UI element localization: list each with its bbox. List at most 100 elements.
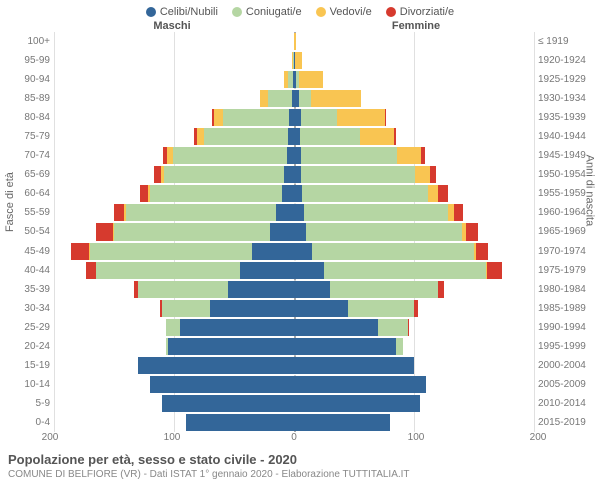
bar-segment [282,185,294,202]
birth-label: 1935-1939 [538,108,600,127]
bar-segment [385,109,386,126]
bar-female [294,414,390,431]
plot-area [54,32,534,432]
bar-segment [270,223,294,240]
y-axis-right-title: Anni di nascita [584,155,596,227]
bar-segment [138,281,228,298]
birth-label: ≤ 1919 [538,32,600,51]
table-row [54,375,534,394]
bar-female [294,185,448,202]
legend-label: Vedovi/e [330,6,372,18]
y-axis-left-title: Fasce di età [4,172,16,232]
legend-label: Divorziati/e [400,6,454,18]
age-label: 85-89 [0,89,50,108]
bar-male [260,90,294,107]
age-label: 15-19 [0,356,50,375]
bar-segment [276,204,294,221]
birth-label: 2005-2009 [538,375,600,394]
bar-segment [294,147,301,164]
bar-segment [150,185,282,202]
bar-segment [228,281,294,298]
bar-male [194,128,294,145]
table-row [54,261,534,280]
bar-segment [294,338,396,355]
table-row [54,299,534,318]
age-label: 25-29 [0,318,50,337]
birth-label: 2015-2019 [538,413,600,432]
bar-segment [294,376,426,393]
bar-segment [397,147,421,164]
bar-male [163,147,294,164]
bar-segment [324,262,486,279]
bar-segment [301,166,415,183]
x-axis: 2001000100200 [50,432,538,446]
bar-segment [378,319,408,336]
bar-segment [294,243,312,260]
bar-segment [438,185,448,202]
bar-segment [287,147,294,164]
bar-female [294,128,396,145]
bar-segment [299,71,323,88]
bar-segment [96,223,113,240]
bar-segment [454,204,464,221]
bar-segment [294,395,420,412]
pyramid-chart: Fasce di età Anni di nascita 100+95-9990… [0,32,600,432]
table-row [54,222,534,241]
legend-swatch [386,7,396,17]
birth-label: 2000-2004 [538,356,600,375]
bar-segment [162,300,210,317]
bar-male [166,319,294,336]
table-row [54,203,534,222]
bar-female [294,147,425,164]
table-row [54,318,534,337]
age-label: 70-74 [0,146,50,165]
table-row [54,242,534,261]
bar-segment [162,395,294,412]
grid-line [534,32,535,432]
bar-female [294,90,361,107]
bar-male [96,223,294,240]
bar-segment [71,243,89,260]
legend-label: Celibi/Nubili [160,6,218,18]
bar-segment [173,147,287,164]
age-label: 90-94 [0,70,50,89]
x-tick: 0 [291,432,297,443]
age-label: 0-4 [0,413,50,432]
bar-female [294,33,296,50]
bar-male [114,204,294,221]
bar-female [294,243,488,260]
bar-segment [295,52,302,69]
bar-segment [294,281,330,298]
bar-segment [294,204,304,221]
bar-female [294,109,386,126]
table-row [54,394,534,413]
legend-label: Coniugati/e [246,6,302,18]
legend-swatch [316,7,326,17]
bar-segment [210,300,294,317]
birth-label: 1990-1994 [538,318,600,337]
bar-segment [360,128,394,145]
table-row [54,32,534,51]
table-row [54,146,534,165]
bar-segment [96,262,240,279]
legend: Celibi/Nubili Coniugati/e Vedovi/e Divorzia… [0,0,600,20]
bar-male [140,185,294,202]
header-male: Maschi [50,20,294,32]
age-label: 75-79 [0,127,50,146]
bar-female [294,300,418,317]
bar-segment [294,357,414,374]
bar-segment [306,223,462,240]
bar-female [294,204,463,221]
header-female: Femmine [294,20,538,32]
bar-segment [294,109,301,126]
column-headers: Maschi Femmine [0,20,600,32]
table-row [54,337,534,356]
bar-segment [294,414,390,431]
bar-female [294,395,420,412]
bar-segment [430,166,436,183]
bar-segment [223,109,289,126]
bar-male [212,109,294,126]
bar-segment [284,166,294,183]
bar-segment [301,147,397,164]
bar-segment [240,262,294,279]
